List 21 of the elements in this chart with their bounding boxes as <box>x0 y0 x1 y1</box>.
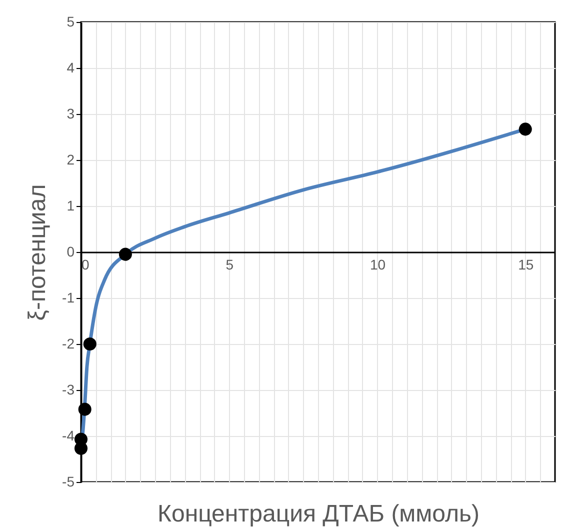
y-tick-label: 0 <box>66 244 75 260</box>
point <box>118 248 132 261</box>
point <box>518 122 532 136</box>
x-axis-title: Концентрация ДТАБ (ммоль) <box>157 500 480 528</box>
y-tick-label: 1 <box>66 198 75 214</box>
y-tick-label: -3 <box>62 382 75 398</box>
point <box>74 432 88 446</box>
y-tick-label: -2 <box>62 336 75 352</box>
y-tick-label: 5 <box>66 14 75 30</box>
point <box>83 337 96 351</box>
y-tick-label: -1 <box>62 290 75 306</box>
y-tick-label: 2 <box>66 152 75 168</box>
y-tick-label: 4 <box>66 60 75 76</box>
y-tick-label: -4 <box>62 428 75 444</box>
point <box>78 402 92 416</box>
y-tick-label: 3 <box>66 106 75 122</box>
x-tick-label: 15 <box>518 256 534 272</box>
y-axis-title: ξ-потенциал <box>24 184 52 321</box>
x-tick-label: 10 <box>370 256 386 272</box>
y-tick-label: -5 <box>62 474 75 490</box>
x-tick-label: 5 <box>226 256 234 272</box>
